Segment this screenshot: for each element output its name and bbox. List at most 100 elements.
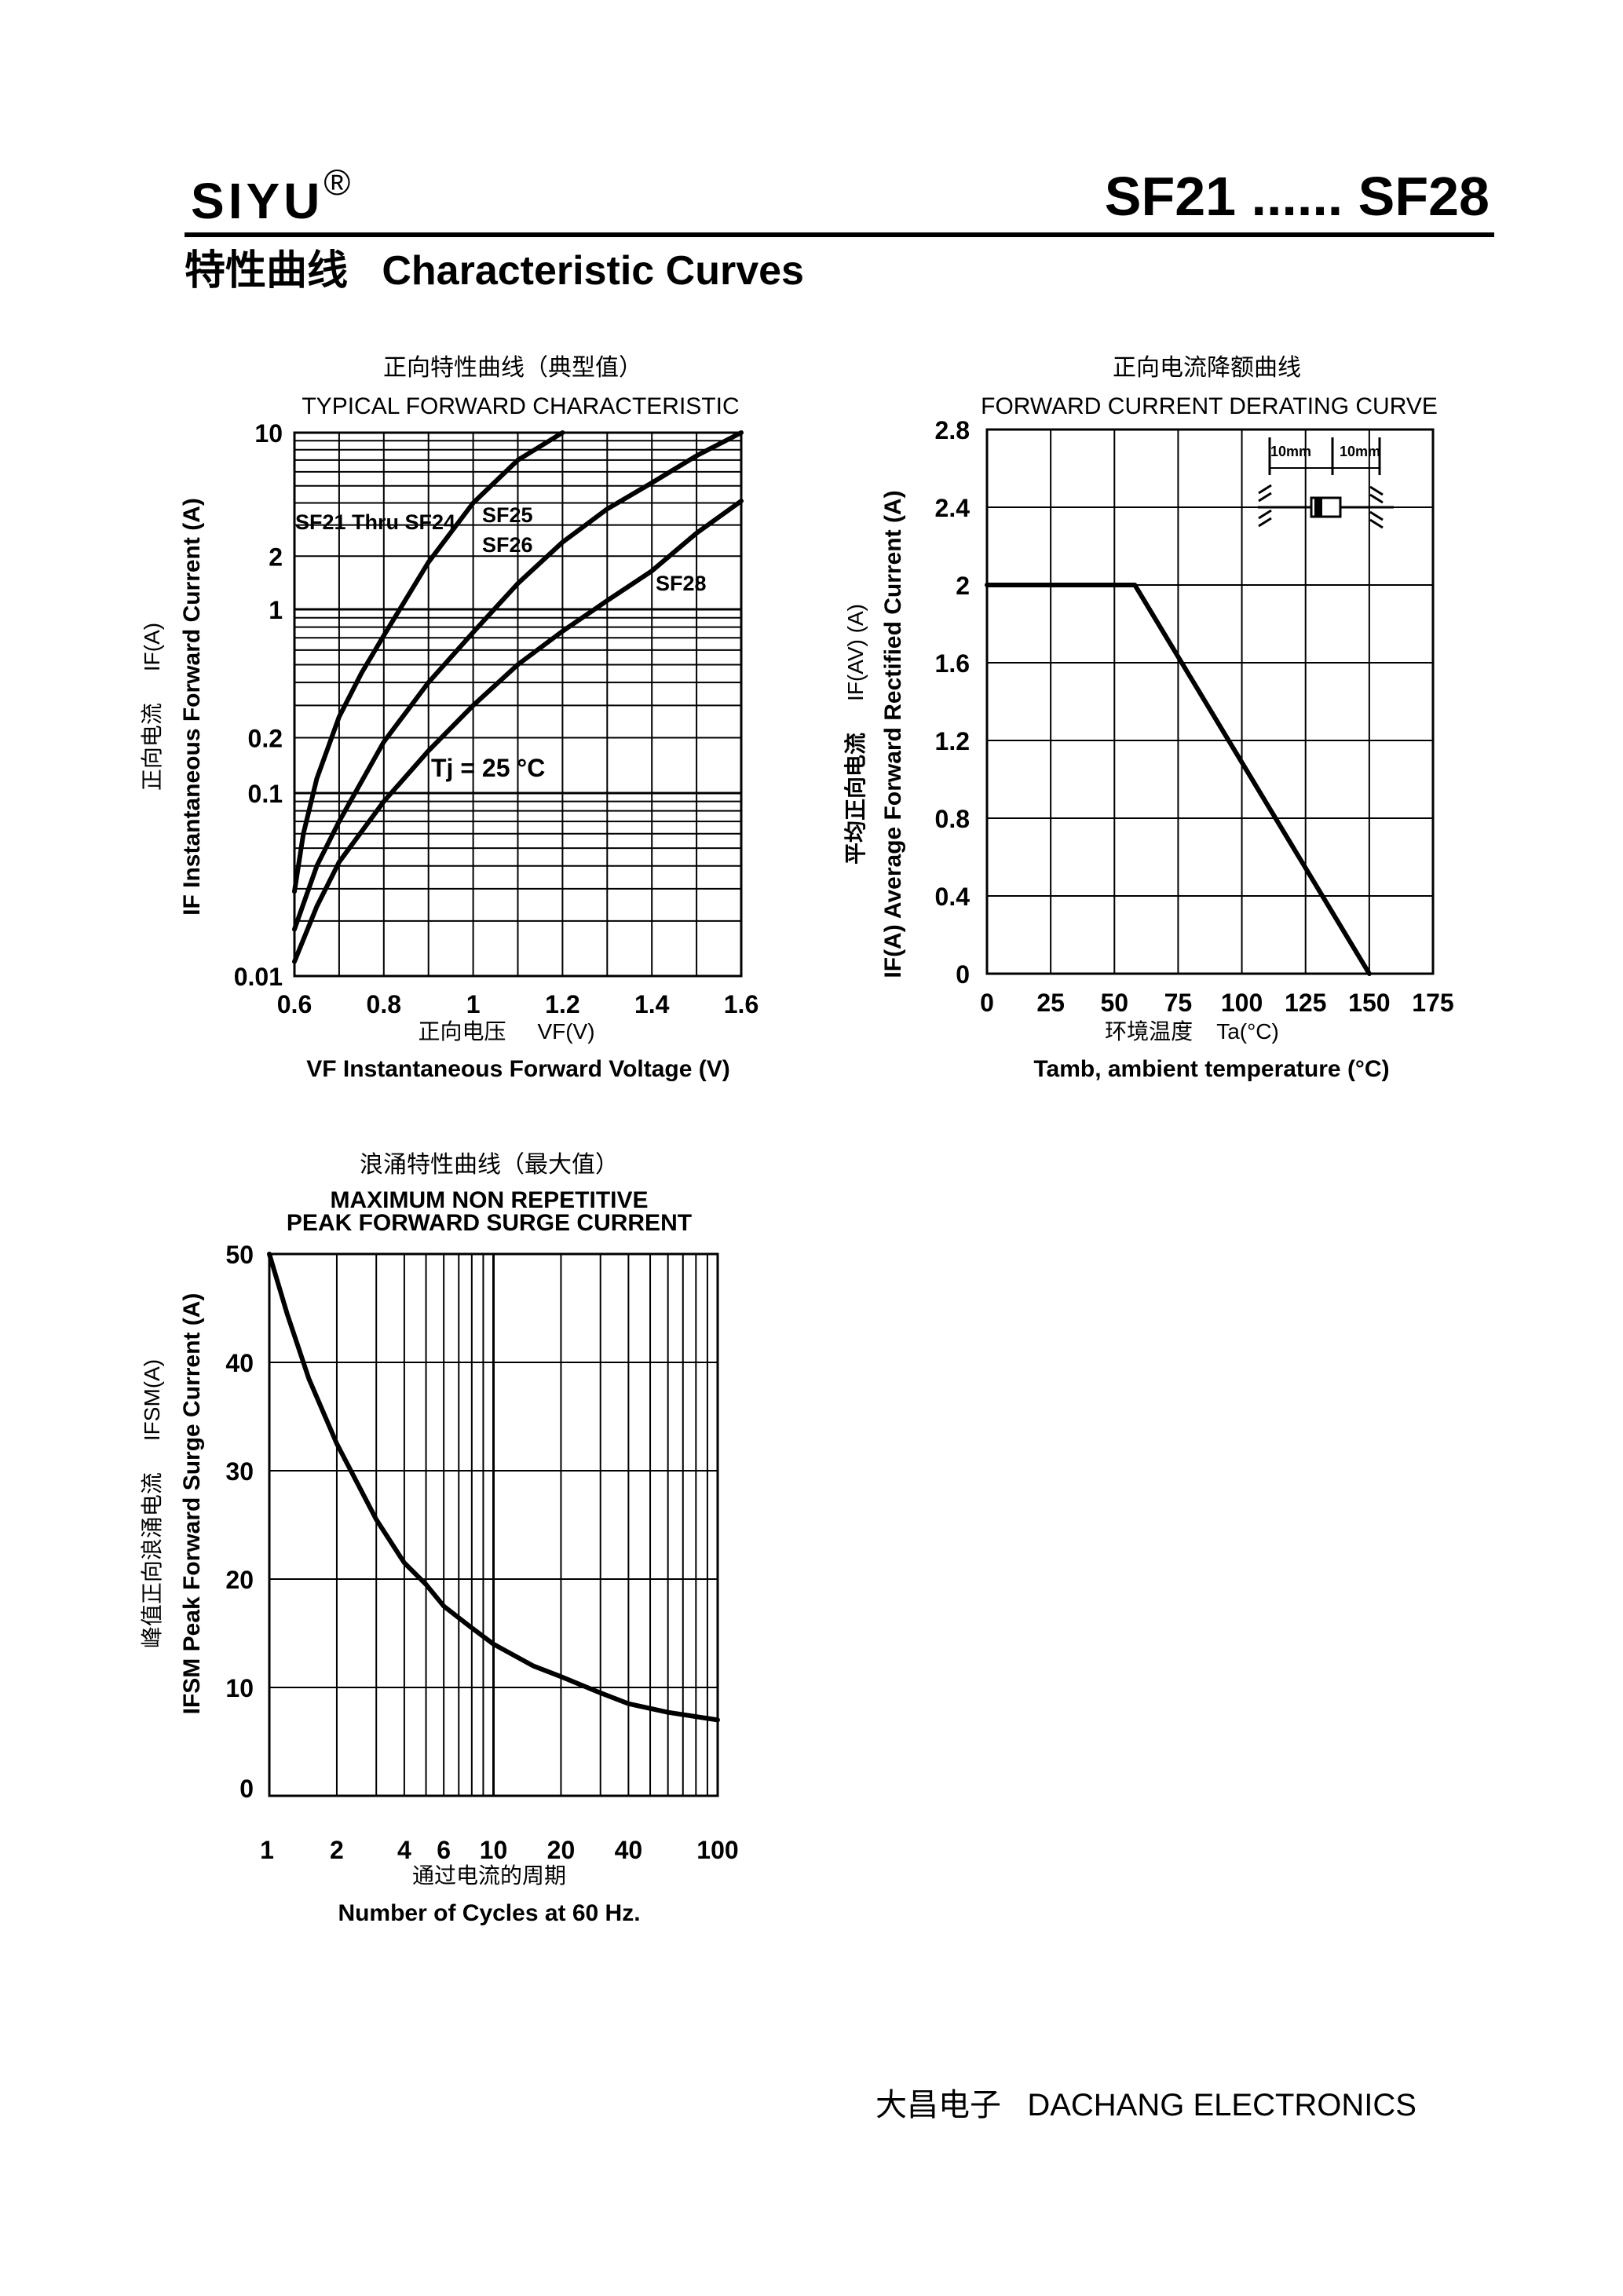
plot-grid [985,428,1435,975]
series-line [985,583,1372,976]
inset-clip [1258,509,1272,520]
x-axis-label-cn: 通过电流的周期 [412,1863,566,1888]
x-tick-label: 1.2 [545,990,579,1018]
x-axis-label: Tamb, ambient temperature (°C) [1033,1056,1389,1082]
series-label-sf26: SF26 [482,533,533,557]
y-tick-label: 2.4 [935,494,971,522]
inset-clip [1258,484,1272,495]
header-rule [185,232,1494,237]
axis-ticks: 0 25 50 75 100 125 150 175 2.8 2.4 2 1.6 1.2 0.8 0.4 0 [935,416,1454,1017]
series-label-sf28: SF28 [656,572,707,595]
company-cn: 大昌电子 [875,2088,1001,2122]
registered-mark: ® [324,162,351,203]
x-tick-label: 20 [547,1836,576,1864]
x-tick-label: 10 [480,1836,508,1864]
x-tick-label: 1 [260,1836,274,1864]
x-tick-label: 4 [397,1836,411,1864]
brand-logo: SIYU® [191,161,350,230]
y-tick-label: 0.01 [234,963,283,991]
series-line [267,1252,720,1723]
x-tick-label: 100 [696,1836,738,1864]
x-tick-label: 0 [980,989,994,1017]
y-axis-label-cn: 平均正向电流 IF(AV) (A) [843,604,868,865]
y-tick-label: 0.1 [248,780,283,808]
y-axis-unit: IFSM(A) [140,1359,164,1441]
x-axis-label: VF Instantaneous Forward Voltage (V) [306,1056,730,1082]
model-range: SF21 ...... SF28 [1104,166,1490,227]
plot-frame [985,428,1435,975]
diode-dimension-inset: 10mm 10mm [1258,437,1394,529]
y-tick-label: 20 [225,1566,254,1594]
y-tick-label: 30 [225,1457,254,1486]
y-axis-label: IF Instantaneous Forward Current (A) [179,498,205,916]
series-lines [267,1252,720,1723]
inset-dim-label-left: 10mm [1270,444,1311,459]
series-line [292,499,744,964]
x-tick-label: 125 [1285,989,1326,1017]
x-axis-label-cn: 正向电压 VF(V) [418,1019,594,1044]
x-axis-label: Number of Cycles at 60 Hz. [338,1900,640,1926]
inset-clip [1258,492,1272,503]
x-axis-label-cn: 环境温度 Ta(°C) [1105,1019,1279,1044]
y-axis-label: IFSM Peak Forward Surge Current (A) [179,1293,205,1715]
series-lines [292,430,744,964]
x-tick-label: 1 [466,990,481,1018]
inset-diode-band [1314,498,1322,517]
inset-clip [1369,485,1384,496]
x-axis-unit: VF(V) [537,1019,594,1044]
x-axis-unit: Ta(°C) [1216,1019,1279,1044]
forward-characteristic-chart: 正向特性曲线（典型值） TYPICAL FORWARD CHARACTERIST… [140,355,758,1082]
series-lines [985,583,1372,976]
x-tick-label: 0.8 [367,990,401,1018]
x-tick-label: 1.4 [634,990,670,1018]
inset-clip [1369,510,1384,521]
chart-title-cn: 正向特性曲线（典型值） [383,355,642,381]
series-label-sf25: SF25 [482,503,533,527]
y-axis-label: IF(A) Average Forward Rectified Current … [880,490,906,978]
inset-clip [1369,518,1384,529]
chart-title-cn: 正向电流降额曲线 [1113,355,1301,381]
chart-title: FORWARD CURRENT DERATING CURVE [981,393,1438,419]
brand-name: SIYU [191,173,324,229]
chart-title-cn: 浪涌特性曲线（最大值） [360,1152,619,1178]
y-tick-label: 10 [225,1674,254,1702]
x-tick-label: 2 [330,1836,344,1864]
plot-grid [268,1252,719,1797]
y-tick-label: 0.8 [935,805,970,833]
series-line [292,430,565,894]
chart-title-line1: MAXIMUM NON REPETITIVE [330,1187,648,1213]
footer-company: 大昌电子 DACHANG ELECTRONICS [875,2079,1416,2125]
x-tick-label: 175 [1412,989,1453,1017]
y-tick-label: 2 [956,572,970,600]
y-tick-label: 1.2 [935,727,970,755]
y-tick-label: 1.6 [935,649,970,678]
x-tick-label: 150 [1348,989,1390,1017]
section-title: 特性曲线 Characteristic Curves [185,237,804,296]
y-axis-label-cn-text: 平均正向电流 [843,733,868,865]
y-axis-label-cn-text: 峰值正向浪涌电流 [140,1472,164,1648]
y-tick-label: 0 [239,1775,254,1803]
inset-clip [1369,493,1384,504]
peak-surge-current-chart: 浪涌特性曲线（最大值） MAXIMUM NON REPETITIVE PEAK … [140,1152,739,1926]
x-tick-label: 0.6 [277,990,312,1018]
x-axis-label-cn-text: 环境温度 [1105,1019,1193,1044]
y-axis-unit: IF(AV) (A) [843,604,868,701]
y-tick-label: 0.4 [935,883,971,911]
x-tick-label: 1.6 [724,990,758,1018]
forward-current-derating-chart: 正向电流降额曲线 FORWARD CURRENT DERATING CURVE … [843,355,1454,1082]
plot-frame [268,1252,719,1797]
x-tick-label: 75 [1164,989,1193,1017]
y-tick-label: 0.2 [248,725,283,753]
y-tick-label: 10 [254,419,283,448]
inset-clip [1258,517,1272,528]
temperature-annotation: Tj = 25 °C [431,754,545,782]
plot-frame [293,431,743,978]
y-axis-label-cn: 正向电流 IF(A) [140,623,164,791]
x-axis-label-cn-text: 正向电压 [418,1019,506,1044]
y-tick-label: 1 [269,596,283,624]
x-tick-label: 40 [615,1836,643,1864]
x-tick-label: 25 [1036,989,1065,1017]
y-axis-unit: IF(A) [140,623,164,671]
chart-title: TYPICAL FORWARD CHARACTERISTIC [302,393,739,419]
x-tick-label: 6 [437,1836,451,1864]
